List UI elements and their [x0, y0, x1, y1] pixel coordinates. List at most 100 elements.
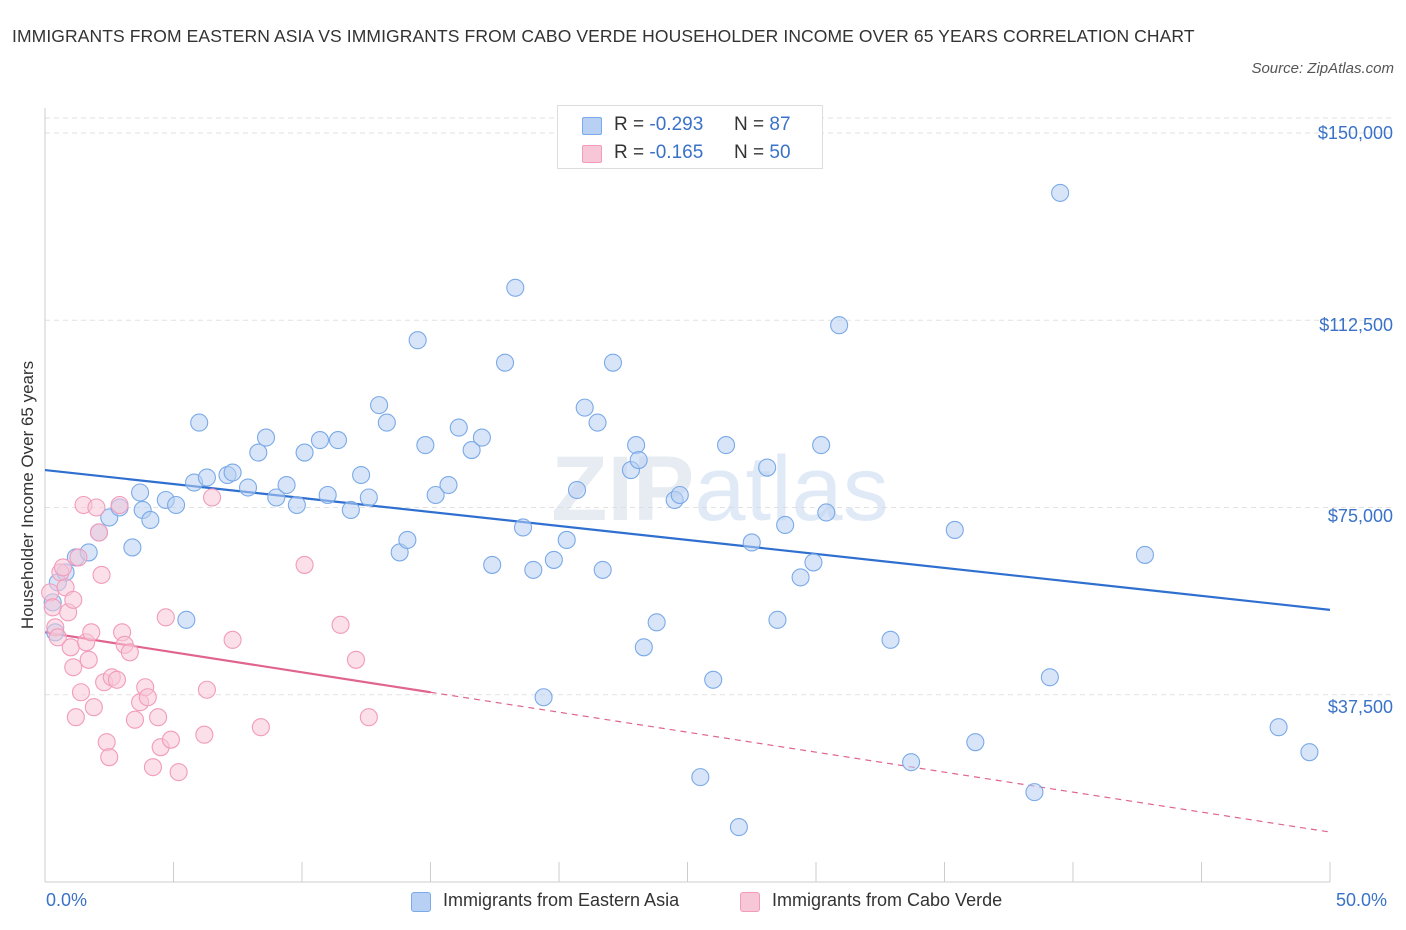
data-point — [69, 548, 88, 567]
data-point — [1269, 718, 1288, 737]
data-point — [48, 628, 67, 647]
data-point — [1051, 183, 1070, 202]
data-point — [89, 523, 109, 542]
data-point — [238, 478, 258, 497]
data-point — [61, 638, 80, 657]
data-point — [557, 530, 576, 549]
data-point — [791, 568, 810, 587]
data-point — [64, 658, 83, 677]
data-point — [1025, 783, 1044, 802]
data-point — [156, 608, 175, 627]
data-point — [588, 413, 607, 432]
data-point — [1300, 743, 1319, 762]
data-point — [223, 463, 242, 482]
y-tick-label: $112,500 — [1319, 315, 1393, 335]
data-point — [256, 428, 276, 447]
data-point — [495, 353, 515, 372]
data-point — [100, 748, 119, 767]
data-point — [408, 331, 427, 350]
data-point — [817, 503, 836, 522]
data-point — [138, 688, 157, 707]
r-value: -0.293 — [649, 114, 704, 135]
data-point — [167, 495, 186, 515]
n-value: 50 — [769, 142, 791, 163]
data-point — [812, 436, 831, 455]
legend-swatch-blue — [582, 117, 602, 135]
legend-row-cabo-verde: R = -0.165 N = 50 — [558, 138, 822, 168]
data-point — [123, 538, 142, 557]
data-point — [603, 353, 623, 372]
axes — [44, 108, 1331, 883]
data-point — [195, 725, 214, 744]
legend-swatch-pink — [740, 892, 760, 912]
n-value: 87 — [769, 114, 791, 135]
data-point — [768, 610, 787, 629]
data-point — [141, 510, 160, 530]
data-point — [277, 475, 296, 495]
y-tick-label: $37,500 — [1327, 697, 1393, 717]
data-point — [634, 638, 653, 657]
legend-swatch-pink — [582, 145, 602, 163]
data-point — [966, 733, 985, 752]
data-point — [328, 431, 348, 450]
data-point — [82, 623, 101, 642]
data-point — [729, 818, 748, 837]
data-point — [472, 428, 491, 447]
data-point — [945, 520, 964, 540]
data-point — [524, 560, 543, 579]
trend-line-solid — [44, 468, 1331, 611]
data-point — [352, 465, 371, 485]
chart-title: IMMIGRANTS FROM EASTERN ASIA VS IMMIGRAN… — [12, 26, 1195, 46]
data-point — [41, 583, 60, 602]
data-point — [416, 436, 435, 455]
data-point — [92, 565, 111, 584]
data-point — [79, 650, 98, 669]
data-point — [449, 418, 468, 437]
data-point — [593, 560, 612, 579]
data-point — [87, 498, 106, 517]
data-point — [149, 708, 168, 727]
r-value: -0.165 — [649, 142, 704, 163]
data-point — [66, 708, 85, 727]
data-point — [1040, 668, 1059, 687]
data-point — [203, 488, 222, 507]
x-tick-label-max: 50.0% — [1336, 890, 1388, 910]
data-point — [691, 768, 710, 787]
data-point — [287, 495, 306, 515]
data-point — [462, 441, 481, 460]
data-point — [318, 485, 337, 505]
data-point — [125, 710, 144, 729]
legend-label: Immigrants from Eastern Asia — [443, 890, 680, 910]
data-point — [43, 598, 62, 617]
data-point — [71, 683, 91, 702]
data-point — [716, 436, 736, 455]
data-point — [295, 555, 314, 574]
data-point — [249, 443, 268, 462]
x-tick-label-min: 0.0% — [46, 890, 88, 910]
data-point — [131, 483, 150, 502]
data-point — [506, 278, 525, 297]
data-point — [758, 458, 777, 477]
data-point — [647, 613, 666, 632]
y-axis-title: Householder Income Over 65 years — [18, 360, 37, 630]
data-point — [575, 398, 594, 417]
trend-lines — [44, 468, 1331, 833]
data-point — [629, 451, 648, 470]
data-point — [346, 650, 366, 669]
series-legend: Immigrants from Eastern Asia Immigrants … — [0, 888, 1406, 918]
data-point — [439, 475, 458, 495]
data-point — [110, 495, 129, 515]
data-point — [370, 396, 389, 415]
data-point — [483, 555, 502, 574]
source-label: Source: ZipAtlas.com — [1251, 60, 1394, 77]
data-point — [161, 730, 180, 749]
data-point — [84, 698, 103, 717]
data-point — [267, 488, 286, 507]
data-point — [64, 590, 83, 609]
data-point — [251, 718, 270, 737]
data-point — [341, 500, 360, 520]
data-point — [567, 480, 587, 500]
watermark: ZIPatlas — [551, 438, 888, 540]
data-point — [107, 670, 127, 689]
